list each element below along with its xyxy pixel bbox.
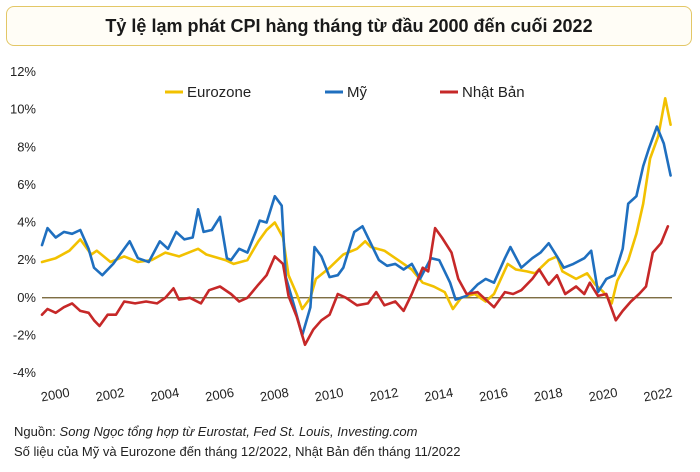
data-note: Số liệu của Mỹ và Eurozone đến tháng 12/… — [14, 444, 461, 459]
x-tick-label: 2012 — [368, 385, 399, 405]
x-tick-label: 2002 — [94, 385, 125, 405]
series-line-Mỹ — [40, 125, 672, 337]
x-tick-label: 2022 — [642, 385, 673, 405]
x-tick-label: 2016 — [478, 385, 509, 405]
y-tick-label: 10% — [10, 102, 36, 117]
source-text: Song Ngọc tổng hợp từ Eurostat, Fed St. … — [59, 424, 418, 439]
y-tick-label: 2% — [17, 252, 36, 267]
x-tick-label: 2000 — [40, 385, 71, 405]
y-tick-label: -4% — [13, 365, 37, 380]
x-tick-label: 2008 — [259, 385, 290, 405]
legend-label: Nhật Bản — [462, 84, 525, 101]
x-tick-label: 2014 — [423, 385, 454, 405]
y-axis: -4% -2% 0% 2% 4% 6% 8% 10% 12% — [10, 64, 36, 380]
x-tick-label: 2018 — [533, 385, 564, 405]
series-line-Eurozone — [40, 97, 672, 311]
x-tick-label: 2004 — [149, 385, 180, 405]
y-tick-label: 12% — [10, 64, 36, 79]
y-tick-label: -2% — [13, 327, 37, 342]
series-line-Nhật Bản — [40, 225, 670, 347]
legend: Eurozone Mỹ Nhật Bản — [165, 84, 525, 101]
y-tick-label: 0% — [17, 290, 36, 305]
source-prefix: Nguồn: — [14, 424, 56, 439]
chart-title-box: Tỷ lệ lạm phát CPI hàng tháng từ đầu 200… — [6, 6, 692, 46]
legend-label: Mỹ — [347, 84, 367, 101]
x-axis: 2000 2002 2004 2006 2008 2010 2012 2014 2016 2018… — [40, 385, 674, 405]
x-tick-label: 2010 — [314, 385, 345, 405]
series-lines — [40, 97, 672, 347]
source-line: Nguồn: Song Ngọc tổng hợp từ Eurostat, F… — [14, 424, 417, 439]
y-tick-label: 4% — [17, 215, 36, 230]
y-tick-label: 6% — [17, 177, 36, 192]
x-tick-label: 2006 — [204, 385, 235, 405]
legend-label: Eurozone — [187, 84, 251, 101]
x-tick-label: 2020 — [588, 385, 619, 405]
line-chart: -4%-2%0%2%4%6%8%10%12% 2000 2002 2004 2006 2… — [10, 64, 674, 405]
y-tick-label: 8% — [17, 139, 36, 154]
chart-title: Tỷ lệ lạm phát CPI hàng tháng từ đầu 200… — [105, 15, 593, 36]
